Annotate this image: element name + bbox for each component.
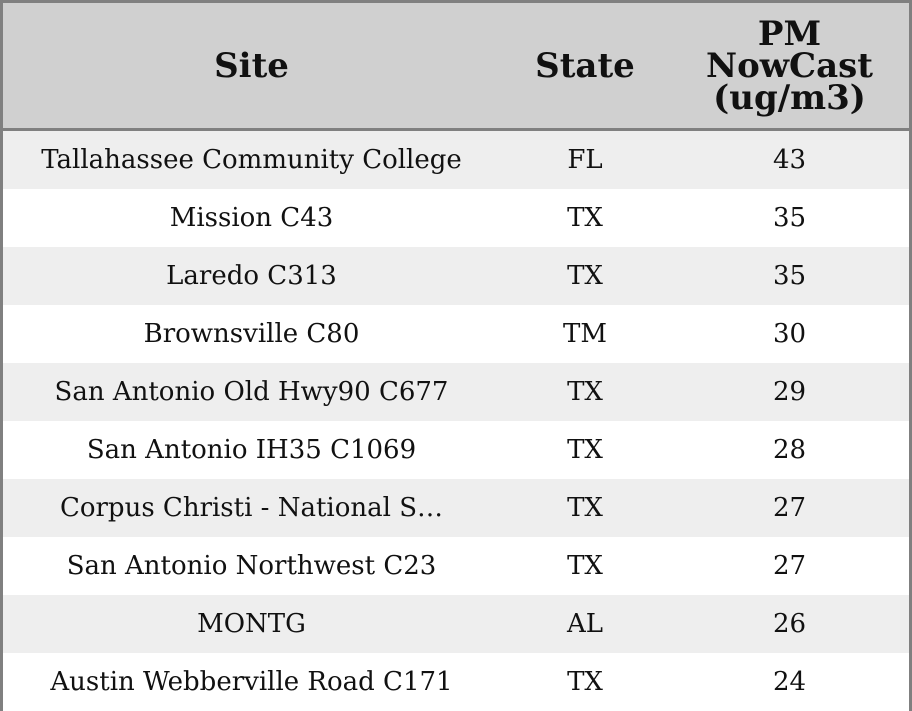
table-row: Brownsville C80 TM 30	[3, 305, 909, 363]
table-row: San Antonio Northwest C23 TX 27	[3, 537, 909, 595]
site-cell: San Antonio Old Hwy90 C677	[3, 363, 500, 421]
state-cell: TX	[500, 653, 670, 711]
state-cell: TX	[500, 363, 670, 421]
pm-value-cell: 29	[670, 363, 909, 421]
pm-value-cell: 30	[670, 305, 909, 363]
site-cell: Mission C43	[3, 189, 500, 247]
table-row: Mission C43 TX 35	[3, 189, 909, 247]
table-header: Site State PM NowCast (ug/m3)	[3, 3, 909, 131]
pm-value-cell: 35	[670, 247, 909, 305]
pm-value-cell: 28	[670, 421, 909, 479]
site-cell: Tallahassee Community College	[3, 129, 500, 189]
table-row: MONTG AL 26	[3, 595, 909, 653]
state-cell: TX	[500, 421, 670, 479]
pm-header-line-3: (ug/m3)	[713, 77, 866, 118]
table-row: San Antonio IH35 C1069 TX 28	[3, 421, 909, 479]
state-cell: FL	[500, 129, 670, 189]
state-cell: TX	[500, 189, 670, 247]
site-cell: Laredo C313	[3, 247, 500, 305]
table-row: Austin Webberville Road C171 TX 24	[3, 653, 909, 711]
data-table: Site State PM NowCast (ug/m3) Tallahasse…	[3, 3, 909, 711]
table-row: Tallahassee Community College FL 43	[3, 129, 909, 189]
table-body: Tallahassee Community College FL 43 Miss…	[3, 129, 909, 711]
site-cell: Brownsville C80	[3, 305, 500, 363]
site-cell: MONTG	[3, 595, 500, 653]
table-row: Corpus Christi - National S… TX 27	[3, 479, 909, 537]
state-cell: TM	[500, 305, 670, 363]
table-row: San Antonio Old Hwy90 C677 TX 29	[3, 363, 909, 421]
state-cell: TX	[500, 537, 670, 595]
table-row: Laredo C313 TX 35	[3, 247, 909, 305]
pm-value-cell: 26	[670, 595, 909, 653]
pm-value-cell: 27	[670, 537, 909, 595]
column-header-site[interactable]: Site	[3, 3, 500, 131]
pm-value-cell: 43	[670, 129, 909, 189]
site-cell: Corpus Christi - National S…	[3, 479, 500, 537]
pm-header-line-2: NowCast	[706, 45, 873, 86]
site-cell: Austin Webberville Road C171	[3, 653, 500, 711]
column-header-state[interactable]: State	[500, 3, 670, 131]
pm-value-cell: 27	[670, 479, 909, 537]
site-cell: San Antonio IH35 C1069	[3, 421, 500, 479]
site-cell: San Antonio Northwest C23	[3, 537, 500, 595]
pm-value-cell: 35	[670, 189, 909, 247]
state-cell: TX	[500, 479, 670, 537]
state-cell: TX	[500, 247, 670, 305]
pm-value-cell: 24	[670, 653, 909, 711]
pm-header-line-1: PM	[757, 13, 822, 54]
column-header-pm-nowcast[interactable]: PM NowCast (ug/m3)	[670, 3, 909, 131]
header-row: Site State PM NowCast (ug/m3)	[3, 3, 909, 131]
state-cell: AL	[500, 595, 670, 653]
